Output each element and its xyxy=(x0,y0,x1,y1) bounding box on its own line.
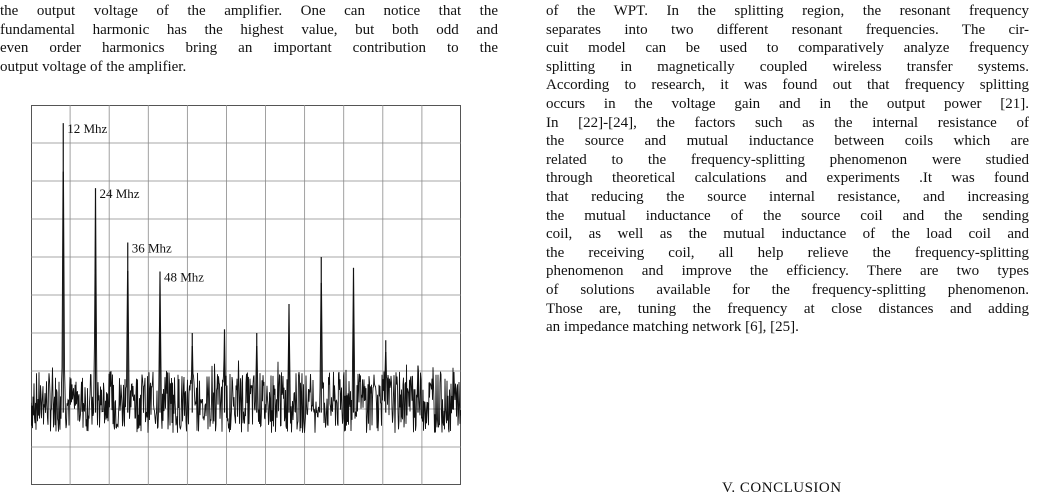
text-line: fundamental harmonic has the highest val… xyxy=(0,21,498,38)
right-column-paragraph: of the WPT. In the splitting region, the… xyxy=(546,2,1029,337)
section-heading: V. CONCLUSION xyxy=(722,480,842,496)
harmonic-label: 36 Mhz xyxy=(132,241,172,256)
left-column-paragraph: the output voltage of the amplifier. One… xyxy=(0,2,498,76)
harmonic-label: 48 Mhz xyxy=(164,269,204,284)
harmonic-label: 24 Mhz xyxy=(100,186,140,201)
harmonic-spectrum-figure: 12 Mhz 24 Mhz 36 Mhz 48 Mhz xyxy=(31,105,461,485)
text-line: of the WPT. In the splitting region, the… xyxy=(546,3,1029,19)
harmonic-label: 12 Mhz xyxy=(67,121,107,136)
text-line: related to the frequency-splitting pheno… xyxy=(546,151,1029,168)
text-line: phenomenon and improve the efficiency. T… xyxy=(546,263,1029,280)
text-line: the receiving coil, all help relieve the… xyxy=(546,244,1029,261)
text-line: output voltage of the amplifier. xyxy=(0,58,187,75)
text-line: splitting in magnetically coupled wirele… xyxy=(546,58,1029,75)
text-line: that reducing the source internal resist… xyxy=(546,188,1029,205)
text-line: the output voltage of the amplifier. One… xyxy=(0,3,498,19)
text-line: According to research, it was found out … xyxy=(546,77,1029,94)
text-line: an impedance matching network [6], [25]. xyxy=(546,319,799,336)
text-line: occurs in the voltage gain and in the ou… xyxy=(546,95,1029,112)
text-line: cuit model can be used to comparatively … xyxy=(546,40,1029,57)
text-line: In [22]-[24], the factors such as the in… xyxy=(546,114,1029,131)
text-line: through theoretical calculations and exp… xyxy=(546,170,1029,187)
spectrum-trace xyxy=(31,171,461,433)
text-line: even order harmonics bring an important … xyxy=(0,40,498,57)
text-line: Those are, tuning the frequency at close… xyxy=(546,300,1029,317)
text-line: of solutions available for the frequency… xyxy=(546,281,1029,298)
text-line: the mutual inductance of the source coil… xyxy=(546,207,1029,224)
text-line: separates into two different resonant fr… xyxy=(546,21,1029,38)
text-line: the source and mutual inductance between… xyxy=(546,133,1029,150)
text-line: coil, as well as the mutual inductance o… xyxy=(546,226,1029,243)
